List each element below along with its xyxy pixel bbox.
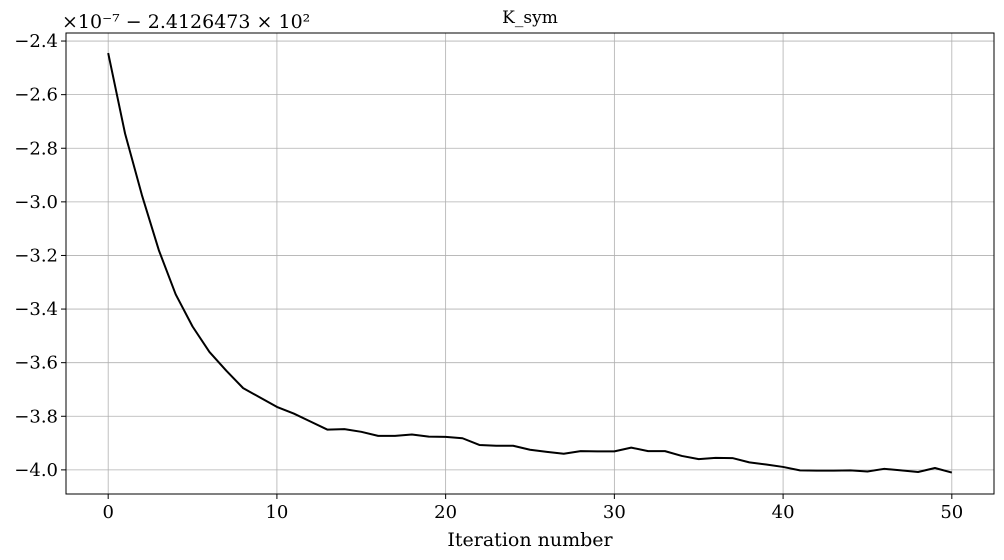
y-tick-label: −2.8: [14, 138, 58, 159]
x-tick-label: 40: [772, 502, 795, 523]
y-tick-label: −3.4: [14, 299, 58, 320]
y-axis-ticks: −4.0 −3.8 −3.6 −3.4 −3.2 −3.0 −2.8 −2.6 −2.4: [14, 31, 66, 481]
series-layer: [107, 52, 953, 474]
x-tick-label: 50: [940, 502, 963, 523]
y-axis-offset-text: ×10⁻⁷ − 2.4126473 × 10²: [62, 11, 310, 33]
y-tick-label: −3.2: [14, 245, 58, 266]
y-tick-label: −3.6: [14, 353, 58, 374]
x-axis-label: Iteration number: [447, 529, 613, 551]
series-line-0: [107, 52, 953, 474]
x-axis-ticks: 0 10 20 30 40 50: [102, 494, 963, 523]
chart-title: K_sym: [502, 8, 558, 28]
y-tick-label: −4.0: [14, 460, 58, 481]
y-tick-label: −3.8: [14, 406, 58, 427]
x-tick-label: 30: [603, 502, 626, 523]
y-tick-label: −2.6: [14, 85, 58, 106]
grid: [66, 33, 994, 494]
plot-frame: [65, 32, 995, 495]
x-tick-label: 20: [434, 502, 457, 523]
y-tick-label: −2.4: [14, 31, 58, 52]
x-tick-label: 10: [265, 502, 288, 523]
y-tick-label: −3.0: [14, 192, 58, 213]
x-tick-label: 0: [102, 502, 113, 523]
